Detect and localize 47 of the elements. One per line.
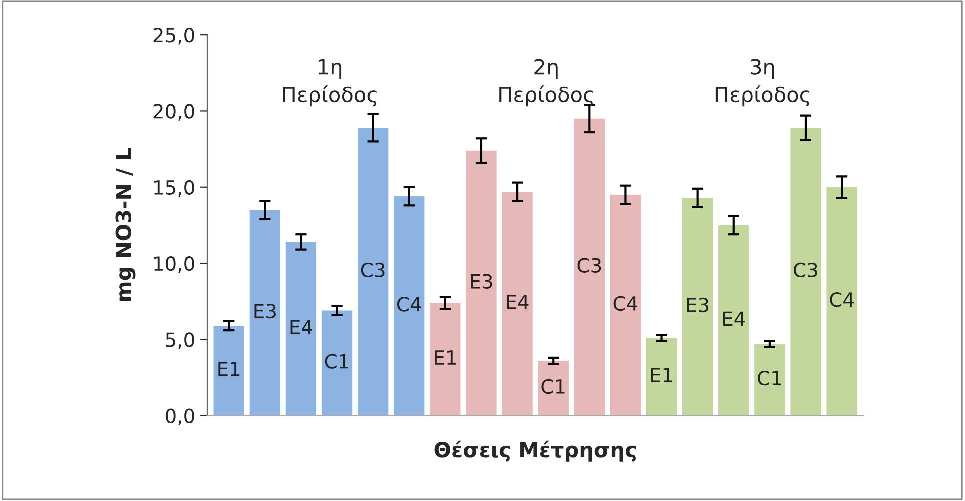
x-tick-label: E3 [254, 304, 276, 319]
x-tick-label: E3 [687, 298, 709, 313]
x-tick-label: E3 [471, 274, 492, 289]
annotation: 2η Περίοδος [500, 59, 594, 107]
y-tick-label: 5,0 [166, 332, 194, 350]
bar [502, 192, 533, 416]
x-tick-label: C4 [398, 297, 422, 312]
x-tick-label: E1 [651, 368, 672, 382]
y-tick-label: 20,0 [154, 104, 194, 121]
bar [754, 344, 786, 416]
x-tick-label: E4 [507, 295, 529, 310]
annotation: 3η Περίοδος [716, 59, 810, 107]
bar [286, 242, 317, 416]
bar [466, 150, 497, 416]
y-tick-label: 15,0 [154, 180, 194, 198]
x-tick-label: E4 [723, 312, 746, 326]
x-tick-label: C4 [830, 292, 854, 308]
bar [718, 225, 750, 416]
x-tick-label: C1 [325, 354, 348, 369]
bar [682, 198, 714, 416]
bar [394, 196, 425, 416]
x-tick-label: E1 [218, 362, 240, 376]
x-axis-title: Θέσεις Μέτρησης [434, 440, 636, 462]
bar [214, 326, 244, 416]
bar [250, 210, 280, 416]
bar [322, 310, 353, 416]
bar [646, 338, 678, 416]
bar [430, 303, 461, 416]
bar [574, 118, 605, 416]
x-tick-label: C3 [794, 262, 818, 278]
bar [358, 128, 389, 416]
x-tick-label: C3 [578, 258, 602, 273]
x-tick-label: C1 [542, 379, 565, 394]
y-tick-label: 0,0 [166, 408, 194, 426]
y-tick-label: 10,0 [154, 256, 194, 274]
bar [826, 187, 858, 416]
y-tick-label: 25,0 [154, 28, 194, 45]
x-tick-label: E4 [290, 320, 312, 334]
y-axis-title: mg NO3-N / L [116, 148, 136, 302]
bar [610, 194, 642, 416]
bar [538, 361, 569, 416]
annotation: 1η Περίοδος [283, 59, 377, 107]
x-tick-label: C4 [614, 296, 638, 312]
x-tick-label: C3 [361, 262, 385, 278]
x-tick-label: E1 [435, 350, 456, 365]
bar [790, 128, 822, 416]
x-tick-label: C1 [758, 370, 782, 386]
